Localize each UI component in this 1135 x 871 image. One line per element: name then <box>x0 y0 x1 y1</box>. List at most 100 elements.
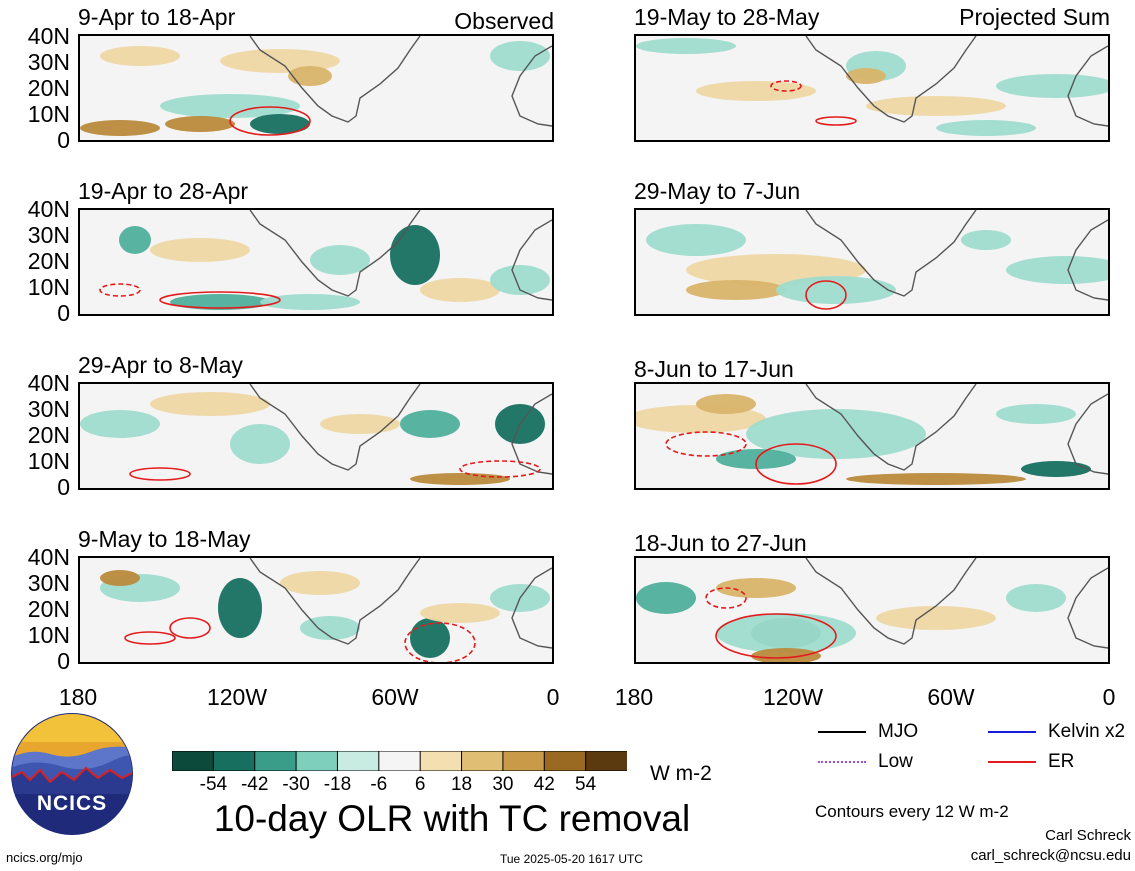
olr-anomaly-blob <box>1021 461 1091 477</box>
legend-item-kelvin: Kelvin x2 <box>988 722 1125 741</box>
lat-label: 30N <box>27 396 70 422</box>
er-contour <box>169 617 211 639</box>
legend-line-mjo <box>818 730 866 733</box>
olr-anomaly-blob <box>490 265 550 295</box>
colorbar-tick-label: 42 <box>533 774 555 795</box>
coastline <box>511 45 552 127</box>
olr-anomaly-blob <box>150 238 250 262</box>
colorbar-swatch <box>502 750 546 772</box>
legend-line-er <box>988 760 1036 763</box>
coastline <box>805 384 977 471</box>
coastline <box>249 384 421 471</box>
olr-anomaly-blob <box>218 578 262 638</box>
coastline <box>1067 45 1108 127</box>
footer-author: Carl Schreck <box>1045 827 1131 844</box>
colorbar-swatch <box>254 750 298 772</box>
olr-map-panel-7 <box>634 382 1110 490</box>
olr-anomaly-blob <box>320 414 400 434</box>
lat-label: 30N <box>27 49 70 75</box>
olr-field <box>100 558 552 662</box>
panel-title-6: 29-May to 7-Jun <box>634 178 801 204</box>
lat-label: 20N <box>27 596 70 622</box>
lat-label: 20N <box>27 248 70 274</box>
colorbar-swatch <box>171 750 215 772</box>
olr-map-panel-5 <box>634 34 1110 142</box>
lat-label: 40N <box>27 544 70 570</box>
footer-url: ncics.org/mjo <box>6 850 83 865</box>
er-contour <box>705 587 747 609</box>
legend-line-low <box>818 760 866 763</box>
olr-anomaly-blob <box>420 278 500 302</box>
coastline <box>249 36 421 123</box>
legend-label-er: ER <box>1048 751 1075 772</box>
olr-field <box>636 384 1108 485</box>
lat-label: 10N <box>27 448 70 474</box>
colorbar-tick-label: -6 <box>370 774 388 795</box>
lon-label: 180 <box>614 684 654 710</box>
footer-email: carl_schreck@ncsu.edu <box>970 846 1131 864</box>
olr-anomaly-blob <box>160 94 300 118</box>
colorbar <box>171 750 629 772</box>
colorbar-tick-label: -18 <box>323 774 352 795</box>
colorbar-swatches <box>171 750 629 772</box>
olr-anomaly-blob <box>310 245 370 275</box>
er-contour <box>124 631 176 645</box>
ncics-logo: NCICS <box>10 712 134 836</box>
lat-label: 10N <box>27 101 70 127</box>
olr-anomaly-blob <box>410 618 450 658</box>
er-contour <box>805 280 847 310</box>
coastline <box>511 567 552 649</box>
olr-anomaly-blob <box>716 449 796 469</box>
colorbar-tick-label: 30 <box>492 774 514 795</box>
olr-anomaly-blob <box>776 276 896 304</box>
olr-anomaly-blob <box>686 280 786 300</box>
colorbar-tick-label: -30 <box>282 774 310 795</box>
olr-anomaly-blob <box>230 424 290 464</box>
olr-field <box>636 558 1108 662</box>
lon-label: 60W <box>371 684 419 710</box>
olr-anomaly-blob <box>490 41 550 71</box>
observed-label: Observed <box>454 8 554 34</box>
contours-note: Contours every 12 W m-2 <box>815 802 1009 821</box>
footer-credit: Carl Schreck carl_schreck@ncsu.edu <box>900 826 1131 865</box>
olr-anomaly-blob <box>716 613 856 653</box>
olr-anomaly-blob <box>1006 256 1108 284</box>
lat-label: 0 <box>57 474 70 500</box>
colorbar-swatch <box>585 750 629 772</box>
coastline <box>1067 393 1108 475</box>
olr-anomaly-blob <box>1006 584 1066 612</box>
lat-label: 40N <box>27 370 70 396</box>
olr-field <box>80 384 552 485</box>
er-contour <box>129 467 191 481</box>
lat-label: 20N <box>27 75 70 101</box>
olr-anomaly-blob <box>100 46 180 66</box>
colorbar-swatch <box>419 750 463 772</box>
legend-item-er: ER <box>988 752 1074 771</box>
lat-label: 40N <box>27 23 70 49</box>
olr-anomaly-blob <box>696 81 816 101</box>
olr-anomaly-blob <box>280 571 360 595</box>
olr-anomaly-blob <box>846 473 1026 485</box>
lat-label: 30N <box>27 222 70 248</box>
coastline <box>249 210 421 297</box>
er-contour <box>159 291 281 309</box>
lat-label: 10N <box>27 274 70 300</box>
olr-map-panel-2 <box>78 208 554 316</box>
olr-anomaly-blob <box>636 38 736 54</box>
ncics-logo-icon <box>11 713 133 835</box>
panel-title-4: 9-May to 18-May <box>78 526 251 552</box>
olr-anomaly-blob <box>420 603 500 623</box>
olr-map-panel-1 <box>78 34 554 142</box>
coastline <box>511 219 552 301</box>
projected-sum-label: Projected Sum <box>959 4 1110 30</box>
er-contour <box>229 106 311 136</box>
olr-anomaly-blob <box>996 404 1076 424</box>
olr-anomaly-blob <box>876 606 996 630</box>
colorbar-swatch <box>378 750 422 772</box>
olr-anomaly-blob <box>288 66 332 86</box>
panel-title-5: 19-May to 28-May <box>634 4 820 30</box>
olr-anomaly-blob <box>936 120 1036 136</box>
olr-map-panel-4 <box>78 556 554 664</box>
olr-map-panel-3 <box>78 382 554 490</box>
er-contour <box>815 116 857 126</box>
